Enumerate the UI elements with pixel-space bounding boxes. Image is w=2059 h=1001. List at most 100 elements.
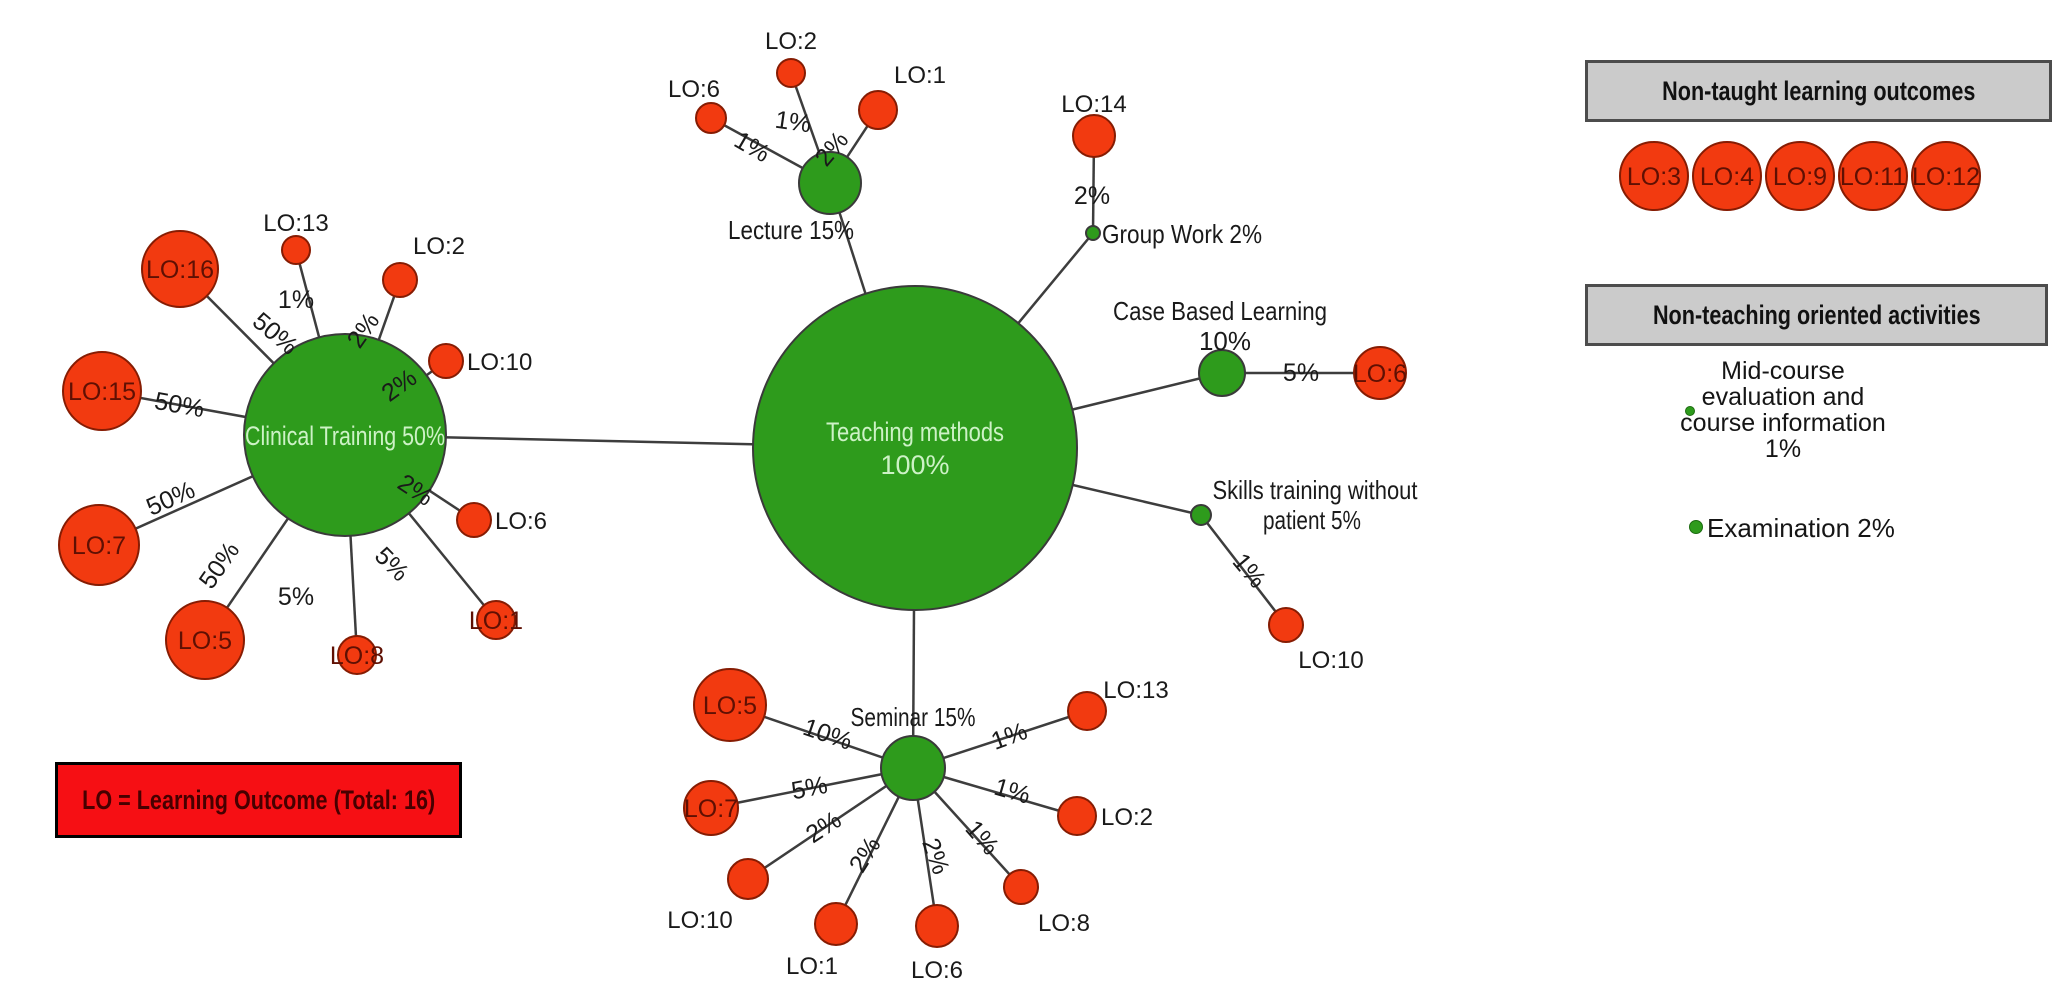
node-case-based-learning: [1198, 349, 1246, 397]
legend-non-taught-header: Non-taught learning outcomes: [1585, 60, 2052, 122]
edge-seminar-lo6-label: 2%: [916, 834, 955, 878]
node-lo7-clinical: [58, 504, 140, 586]
edge-seminar-lo10-label: 2%: [801, 806, 847, 849]
node-teaching-methods-label: 100%: [880, 450, 949, 480]
midcourse-line-1: Mid-course: [1721, 357, 1845, 385]
node-case-based-learning-label: 10%: [1199, 326, 1251, 356]
edge-skills-lo10: [1200, 514, 1287, 626]
node-lo2-seminar-label: LO:2: [1101, 804, 1153, 831]
edge-seminar-lo2-label: 1%: [991, 773, 1033, 810]
edge-seminar-lo7-label: 5%: [789, 771, 830, 805]
node-lo1-lecture: [858, 90, 898, 130]
examination-activity-label: Examination 2%: [1707, 513, 1895, 543]
node-lo6-lecture-label: LO:6: [668, 76, 720, 103]
node-lo2-seminar: [1057, 796, 1097, 836]
legend-non-teaching-header: Non-teaching oriented activities: [1585, 284, 2048, 346]
legend-outcome-lo4: [1692, 141, 1762, 211]
node-lo6-seminar-label: LO:6: [911, 957, 963, 984]
edge-clinical-lo13-label: 1%: [278, 286, 314, 314]
legend-outcome-lo11: [1838, 141, 1908, 211]
node-lo14-groupwork-label: LO:14: [1061, 91, 1126, 118]
legend-outcome-lo12: [1911, 141, 1981, 211]
node-lo2-clinical-label: LO:2: [413, 233, 465, 260]
node-lo10-clinical-label: LO:10: [467, 349, 532, 376]
edge-clinical-lo15-label: 50%: [152, 387, 206, 423]
edge-seminar-lo13-label: 1%: [987, 717, 1031, 756]
node-skills-training-label: Skills training without: [1213, 475, 1419, 505]
midcourse-line-4: 1%: [1764, 435, 1802, 463]
node-skills-training: [1190, 504, 1212, 526]
node-lo1-clinical-label: LO:1: [469, 607, 523, 635]
node-lo10-skills-label: LO:10: [1298, 647, 1363, 674]
edge-casebased-lo6-label: 5%: [1283, 359, 1319, 387]
lo-note-text: LO = Learning Outcome (Total: 16): [81, 784, 436, 815]
edge-seminar-lo1-label: 2%: [844, 832, 887, 877]
node-group-work-label: Group Work 2%: [1102, 219, 1262, 249]
node-clinical-training: [243, 333, 447, 537]
legend-outcome-lo9-label: LO:9: [1773, 163, 1827, 191]
edge-seminar-lo8-label: 1%: [960, 815, 1005, 861]
node-lo1-clinical: [476, 600, 516, 640]
node-lo10-skills: [1268, 607, 1304, 643]
node-lo10-seminar: [727, 858, 769, 900]
node-lo8-seminar-label: LO:8: [1038, 910, 1090, 937]
node-lo5-clinical-label: LO:5: [178, 627, 232, 655]
node-lo6-seminar: [915, 904, 959, 948]
node-lo7-clinical-label: LO:7: [72, 532, 126, 560]
edge-seminar-lo7: [710, 766, 914, 810]
legend-outcome-lo9: [1765, 141, 1835, 211]
legend-non-taught-title: Non-taught learning outcomes: [1661, 75, 1976, 106]
edge-clinical-lo1-label: 5%: [369, 542, 414, 587]
node-lo16-clinical-label: LO:16: [146, 256, 214, 284]
legend-outcome-lo11-label: LO:11: [1840, 163, 1906, 191]
node-lo6-casebased: [1353, 346, 1407, 400]
midcourse-activity-dot: [1685, 406, 1695, 416]
node-lo13-clinical-label: LO:13: [263, 210, 328, 237]
node-group-work: [1085, 225, 1101, 241]
node-lo7-seminar: [683, 780, 739, 836]
edge-seminar-lo10: [747, 766, 914, 881]
node-lo8-clinical: [337, 635, 377, 675]
legend-outcome-lo3-label: LO:3: [1627, 163, 1681, 191]
midcourse-line-3: course information: [1680, 409, 1886, 437]
edge-seminar-lo5-label: 10%: [799, 713, 855, 756]
node-skills-training-label: patient 5%: [1263, 505, 1361, 535]
edge-clinical-lo7-label: 50%: [142, 476, 199, 522]
node-lo10-seminar-label: LO:10: [667, 907, 732, 934]
node-lo6-casebased-label: LO:6: [1353, 360, 1407, 388]
node-lecture-label: Lecture 15%: [728, 215, 854, 245]
legend-non-teaching-title: Non-teaching oriented activities: [1652, 299, 1981, 330]
node-lo7-seminar-label: LO:7: [684, 795, 738, 823]
node-seminar-label: Seminar 15%: [851, 702, 976, 732]
node-lo8-seminar: [1003, 869, 1039, 905]
node-lo5-clinical: [165, 600, 245, 680]
node-lo6-lecture: [695, 102, 727, 134]
node-teaching-methods: [752, 285, 1078, 611]
node-lo2-lecture: [776, 58, 806, 88]
node-lo1-seminar-label: LO:1: [786, 953, 838, 980]
legend-outcome-lo12-label: LO:12: [1912, 163, 1980, 191]
node-lo16-clinical: [141, 230, 219, 308]
edge-lecture-lo2-label: 1%: [773, 106, 813, 139]
node-case-based-learning-label: Case Based Learning: [1113, 296, 1327, 326]
node-lo14-groupwork: [1072, 114, 1116, 158]
legend-outcome-lo3: [1619, 141, 1689, 211]
edge-groupwork-lo14-label: 2%: [1074, 182, 1110, 210]
node-lo13-seminar: [1067, 691, 1107, 731]
legend-outcome-lo4-label: LO:4: [1700, 163, 1754, 191]
node-lo10-clinical: [428, 343, 464, 379]
midcourse-line-2: evaluation and: [1701, 383, 1865, 411]
node-lo5-seminar: [693, 668, 767, 742]
node-lo2-clinical: [382, 262, 418, 298]
edge-skills-lo10-label: 1%: [1227, 548, 1272, 594]
node-lo8-clinical-label: LO:8: [330, 642, 384, 670]
node-lo13-clinical: [281, 235, 311, 265]
edge-clinical-lo8-label: 5%: [278, 583, 314, 611]
node-lo1-seminar: [814, 902, 858, 946]
node-teaching-methods-label: Teaching methods: [826, 417, 1004, 447]
node-lo15-clinical-label: LO:15: [68, 378, 136, 406]
node-lo13-seminar-label: LO:13: [1103, 677, 1168, 704]
midcourse-activity-label: Mid-course evaluation and course informa…: [1633, 358, 1933, 462]
